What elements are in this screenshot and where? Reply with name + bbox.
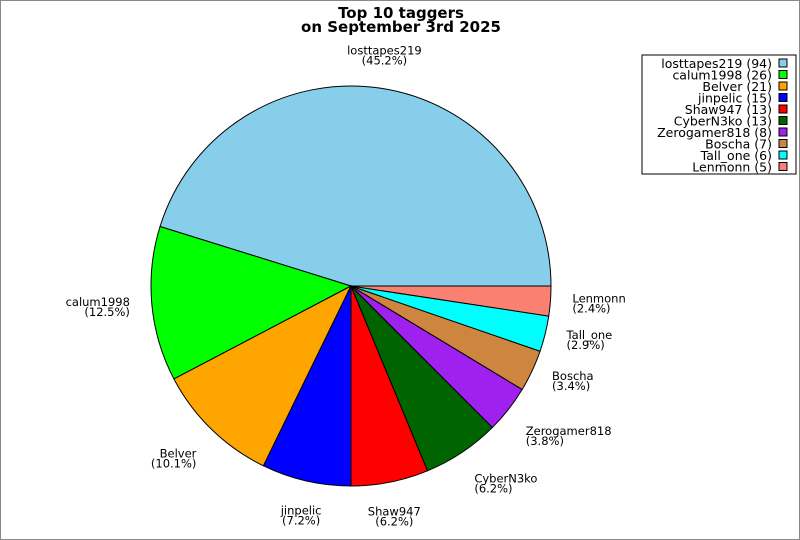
legend-swatch xyxy=(778,58,788,68)
legend-entry: calum1998 (26) xyxy=(672,68,772,83)
legend-swatch xyxy=(778,162,788,171)
slice-label: CyberN3ko xyxy=(474,472,537,486)
slice-label: Belver xyxy=(160,446,197,460)
legend-entry: Tall_one (6) xyxy=(700,148,772,163)
slice-label: Tall_one xyxy=(566,328,613,342)
pie-slice-Lenmonn xyxy=(350,285,552,317)
chart-title-line-2: on September 3rd 2025 xyxy=(301,18,501,36)
legend-entry: Zerogamer818 (8) xyxy=(657,125,772,140)
legend-swatch xyxy=(778,70,788,79)
legend-swatch xyxy=(778,150,788,160)
slice-label: jinpelic xyxy=(280,503,322,517)
legend-box xyxy=(641,54,797,175)
chart-title-line-1: Top 10 taggers xyxy=(338,4,464,22)
slice-percent-label: (3.4%) xyxy=(552,379,590,393)
slice-label: losttapes219 xyxy=(347,44,422,58)
slice-label: Boscha xyxy=(552,369,594,383)
pie-slice-Belver xyxy=(173,284,353,467)
legend-swatch xyxy=(778,116,788,125)
slice-label: Lenmonn xyxy=(572,292,625,306)
legend-entry: Shaw947 (13) xyxy=(685,102,772,117)
slice-percent-label: (6.2%) xyxy=(375,515,413,529)
legend-entry: losttapes219 (94) xyxy=(661,56,772,71)
slice-percent-label: (2.4%) xyxy=(572,302,610,316)
legend-entry: jinpelic (15) xyxy=(697,91,772,106)
slice-label: calum1998 xyxy=(66,295,130,309)
slice-percent-label: (3.8%) xyxy=(526,434,564,448)
legend-entry: Boscha (7) xyxy=(705,137,772,152)
slice-percent-label: (7.2%) xyxy=(282,513,320,527)
slice-percent-label: (12.5%) xyxy=(84,305,130,319)
legend-entry: CyberN3ko (13) xyxy=(674,114,772,129)
pie-slice-losttapes219 xyxy=(159,85,552,287)
legend-swatch xyxy=(778,104,788,114)
legend-swatch xyxy=(778,139,788,148)
legend-entry: Belver (21) xyxy=(702,79,772,94)
slice-percent-label: (6.2%) xyxy=(474,482,512,496)
slice-label: Zerogamer818 xyxy=(526,424,612,438)
slice-label: Shaw947 xyxy=(368,505,421,519)
pie-slice-calum1998 xyxy=(150,225,353,380)
slice-percent-label: (2.9%) xyxy=(567,338,605,352)
legend-swatch xyxy=(778,93,788,102)
slice-percent-label: (10.1%) xyxy=(151,456,197,470)
slice-percent-label: (45.2%) xyxy=(362,54,408,68)
legend-swatch xyxy=(778,127,788,137)
legend-swatch xyxy=(778,81,788,91)
legend-entry: Lenmonn (5) xyxy=(692,160,772,175)
